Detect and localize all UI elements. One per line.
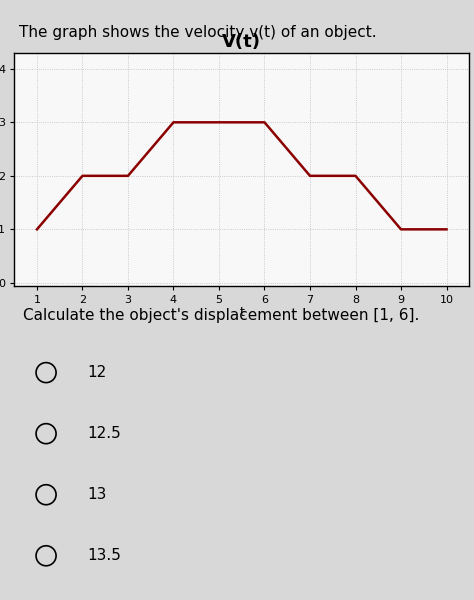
Text: 13: 13 — [87, 487, 106, 502]
X-axis label: t: t — [239, 306, 244, 319]
Text: Calculate the object's displacement between [1, 6].: Calculate the object's displacement betw… — [23, 308, 419, 323]
Text: 12.5: 12.5 — [87, 426, 121, 441]
Text: 12: 12 — [87, 365, 106, 380]
Text: 13.5: 13.5 — [87, 548, 121, 563]
Title: V(t): V(t) — [222, 33, 261, 51]
Text: The graph shows the velocity v(t) of an object.: The graph shows the velocity v(t) of an … — [19, 25, 376, 40]
